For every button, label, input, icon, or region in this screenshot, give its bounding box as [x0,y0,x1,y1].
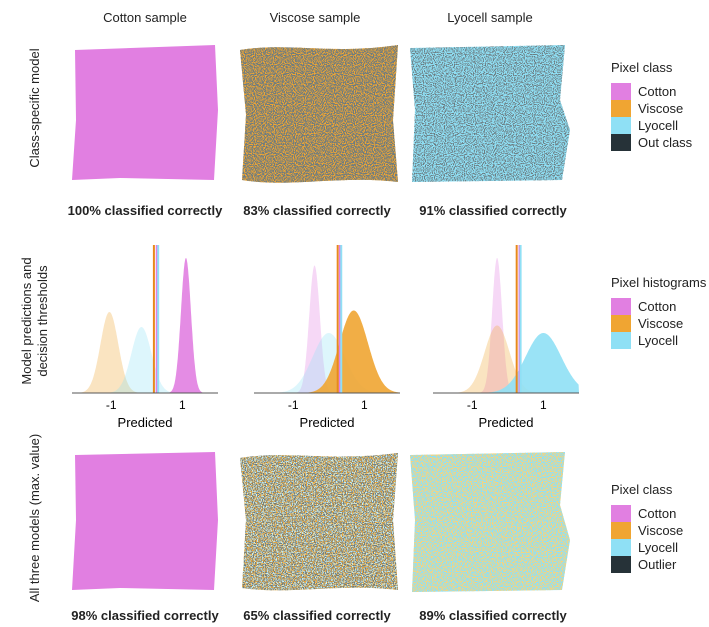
swatch [611,556,631,573]
legend-label: Viscose [638,523,684,538]
hist-area-lyocell [72,327,218,393]
legend-label: Viscose [638,101,684,116]
legend-pixel-class-top: Pixel class Cotton Viscose Lyocell Out c… [611,60,692,151]
caption-lyocell-top: 91% classified correctly [419,203,567,218]
swatch [611,522,631,539]
legend-pixel-histograms: Pixel histograms Cotton Viscose Lyocell [611,275,706,349]
caption-cotton-top: 100% classified correctly [67,203,223,218]
histogram-lyocell-sample: -1 1 Predicted [433,245,579,430]
legend-label: Lyocell [638,540,678,555]
x-tick-label: -1 [467,398,478,412]
hist-area-viscose [254,310,400,393]
legend-item-viscose: Viscose [611,522,683,539]
hist-area-cotton [72,258,218,393]
legend-item-lyocell: Lyocell [611,117,692,134]
legend-item-out-class: Out class [611,134,692,151]
x-tick-label: -1 [106,398,117,412]
caption-viscose-top: 83% classified correctly [243,203,391,218]
hist-area-lyocell [433,333,579,393]
swatch [611,315,631,332]
swatch [611,117,631,134]
x-tick-label: -1 [288,398,299,412]
legend-item-viscose: Viscose [611,100,692,117]
legend-label: Cotton [638,299,677,314]
caption-viscose-bottom: 65% classified correctly [243,608,391,623]
legend-label: Out class [638,135,693,150]
legend-label: Outlier [638,557,677,572]
hist-area-viscose [433,325,579,393]
histogram-cotton-sample: -1 1 Predicted [72,245,218,430]
x-tick-label: 1 [361,398,368,412]
swatch [611,505,631,522]
swatch [611,332,631,349]
x-tick-label: 1 [179,398,186,412]
x-axis-label: Predicted [479,415,534,430]
legend-pixel-class-bottom: Pixel class Cotton Viscose Lyocell Outli… [611,482,683,573]
caption-cotton-bottom: 98% classified correctly [71,608,219,623]
image-lyocell-all-models [410,452,570,592]
hist-area-cotton [433,258,579,393]
legend-title: Pixel class [611,482,673,497]
legend-title: Pixel class [611,60,673,75]
legend-label: Lyocell [638,333,678,348]
x-tick-label: 1 [540,398,547,412]
image-cotton-class-specific [72,45,218,180]
column-title-cotton: Cotton sample [103,10,187,25]
swatch [611,100,631,117]
image-viscose-all-models [240,453,398,591]
image-cotton-all-models [72,452,218,590]
legend-item-viscose: Viscose [611,315,706,332]
image-lyocell-class-specific [410,45,570,182]
image-viscose-class-specific [240,45,398,183]
hist-area-lyocell [254,333,400,393]
caption-lyocell-bottom: 89% classified correctly [419,608,567,623]
legend-item-cotton: Cotton [611,83,692,100]
legend-label: Cotton [638,506,677,521]
x-axis-label: Predicted [118,415,173,430]
swatch [611,83,631,100]
x-axis-label: Predicted [300,415,355,430]
swatch [611,539,631,556]
column-title-viscose: Viscose sample [269,10,361,25]
legend-label: Viscose [638,316,684,331]
histogram-viscose-sample: -1 1 Predicted [254,245,400,430]
legend-item-cotton: Cotton [611,505,683,522]
legend-title: Pixel histograms [611,275,707,290]
legend-item-outlier: Outlier [611,556,683,573]
swatch [611,134,631,151]
legend-label: Cotton [638,84,677,99]
legend-label: Lyocell [638,118,678,133]
legend-item-lyocell: Lyocell [611,332,706,349]
swatch [611,298,631,315]
column-title-lyocell: Lyocell sample [447,10,533,25]
hist-area-viscose [72,312,218,393]
legend-item-cotton: Cotton [611,298,706,315]
legend-item-lyocell: Lyocell [611,539,683,556]
